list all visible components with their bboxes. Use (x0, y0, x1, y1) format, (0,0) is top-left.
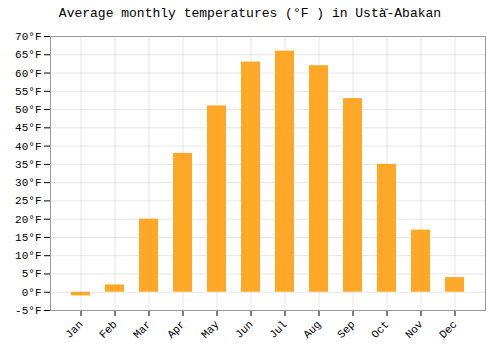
svg-text:30°F: 30°F (15, 177, 41, 189)
svg-text:Nov: Nov (403, 318, 426, 341)
svg-text:May: May (199, 318, 222, 341)
svg-text:Aug: Aug (301, 318, 323, 340)
svg-text:60°F: 60°F (15, 68, 41, 80)
svg-text:Feb: Feb (97, 318, 119, 340)
svg-text:Jun: Jun (233, 318, 255, 340)
svg-text:50°F: 50°F (15, 104, 41, 116)
svg-text:Jan: Jan (63, 318, 85, 340)
svg-text:40°F: 40°F (15, 141, 41, 153)
html-text:Average monthly temperatures (: Average monthly temperatures (°F ) in Us… (58, 6, 442, 21)
svg-text:45°F: 45°F (15, 122, 41, 134)
svg-text:0°F: 0°F (22, 287, 42, 299)
svg-text:70°F: 70°F (15, 31, 41, 43)
svg-text:5°F: 5°F (22, 268, 42, 280)
svg-text:Mar: Mar (131, 318, 153, 340)
svg-text:-5°F: -5°F (15, 305, 41, 317)
svg-text:15°F: 15°F (15, 232, 41, 244)
svg-text:25°F: 25°F (15, 195, 41, 207)
svg-text:65°F: 65°F (15, 49, 41, 61)
svg-text:35°F: 35°F (15, 159, 41, 171)
svg-text:Apr: Apr (165, 318, 187, 340)
svg-text:10°F: 10°F (15, 250, 41, 262)
svg-text:Jul: Jul (267, 318, 289, 340)
svg-text:20°F: 20°F (15, 214, 41, 226)
svg-text:55°F: 55°F (15, 86, 41, 98)
svg-text:Oct: Oct (369, 318, 391, 340)
svg-text:Dec: Dec (437, 318, 459, 340)
svg-text:Sep: Sep (335, 318, 357, 340)
